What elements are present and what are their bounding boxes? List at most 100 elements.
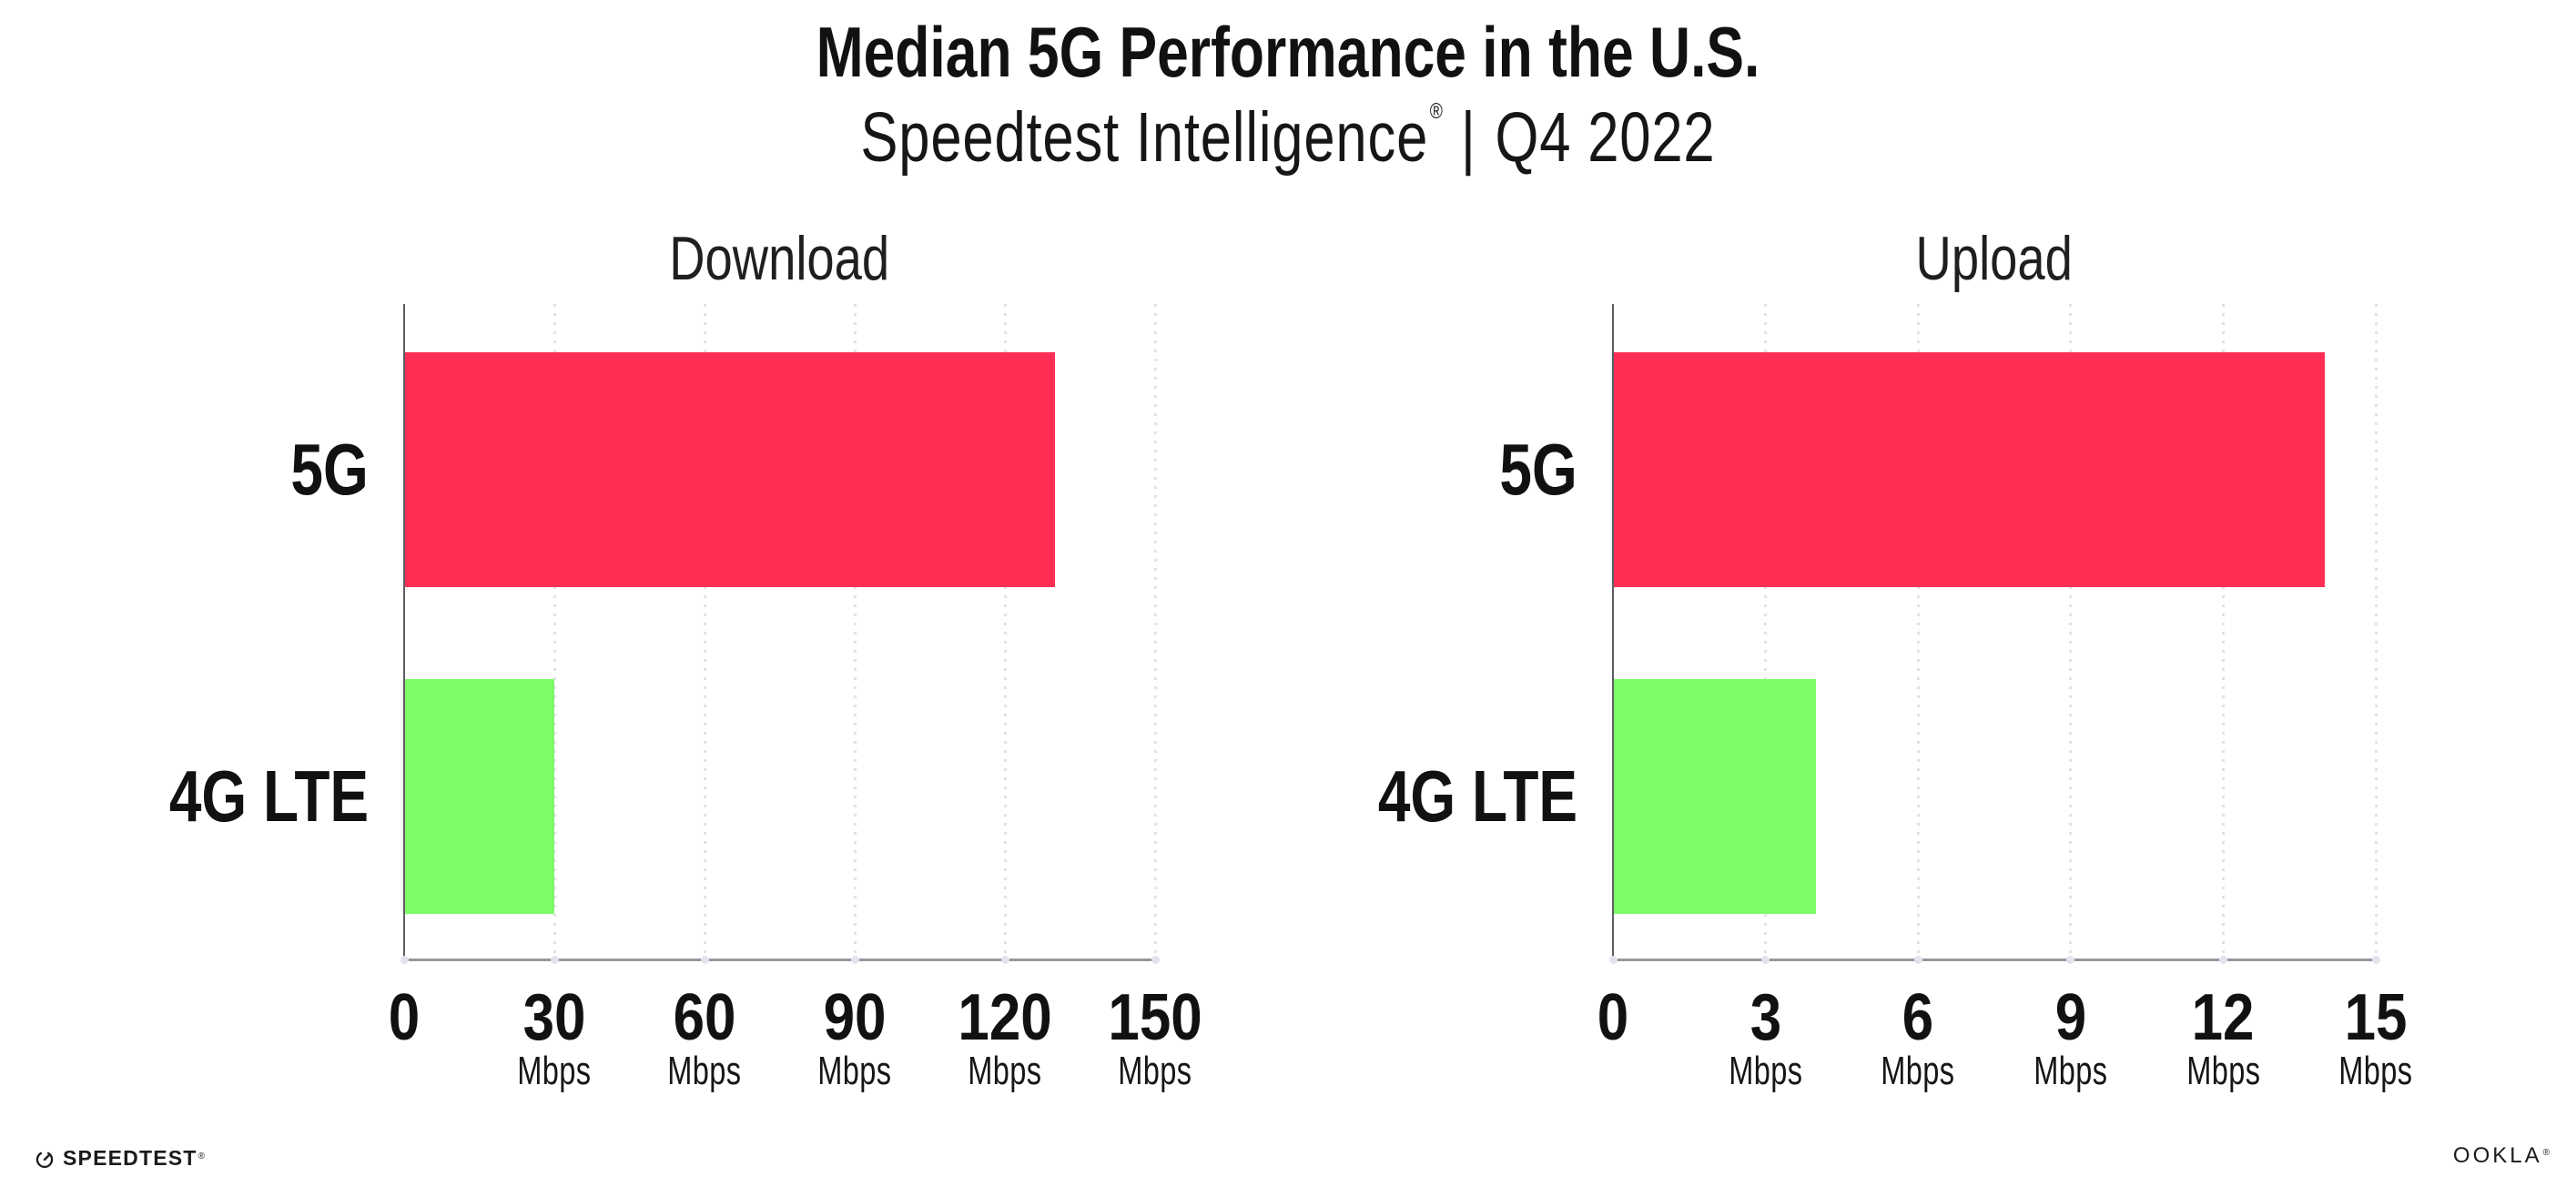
x-axis-line (1612, 959, 2377, 961)
category-label-text: 5G (290, 429, 369, 510)
x-tick-value-text: 60 (673, 981, 736, 1054)
x-gridline (703, 304, 706, 959)
speedtest-label: SPEEDTEST (63, 1146, 198, 1170)
x-tick-value-text: 120 (958, 981, 1052, 1054)
category-label: 5G (0, 433, 369, 506)
x-tick-unit-text: Mbps (968, 1049, 1042, 1093)
tick-dot (1913, 956, 1922, 964)
x-tick-unit-text: Mbps (2186, 1049, 2260, 1093)
x-tick-value: 3 (1675, 985, 1857, 1050)
speedtest-gauge-icon (35, 1151, 54, 1169)
ookla-logo: OOKLA® (2453, 1145, 2550, 1167)
category-label: 4G LTE (0, 760, 369, 833)
bar-5g (1613, 352, 2326, 587)
x-tick-value: 120 (914, 985, 1096, 1050)
tick-dot (400, 956, 409, 964)
x-tick-unit: Mbps (914, 1051, 1096, 1091)
x-tick-value-text: 0 (1597, 981, 1629, 1054)
x-tick-value-text: 9 (2054, 981, 2087, 1054)
x-gridline (2221, 304, 2225, 959)
category-label-text: 4G LTE (1377, 756, 1577, 837)
tick-dot (1761, 956, 1770, 964)
x-tick-value-text: 15 (2344, 981, 2408, 1054)
x-tick-label: 3 Mbps (1675, 985, 1857, 1091)
x-tick-value: 30 (463, 985, 645, 1050)
x-tick-value-text: 150 (1108, 981, 1202, 1054)
x-tick-unit: Mbps (2285, 1051, 2467, 1091)
x-tick-unit: Mbps (463, 1051, 645, 1091)
x-tick-value-text: 3 (1749, 981, 1781, 1054)
x-tick-label: 12 Mbps (2132, 985, 2314, 1091)
x-tick-unit: Mbps (1980, 1051, 2162, 1091)
x-tick-label: 6 Mbps (1827, 985, 2009, 1091)
x-tick-unit-text: Mbps (517, 1049, 592, 1093)
x-axis-line (403, 959, 1156, 961)
x-tick-value-text: 30 (522, 981, 586, 1054)
category-label-text: 5G (1499, 429, 1577, 510)
ookla-trademark-icon: ® (2542, 1148, 2550, 1158)
x-tick-unit-text: Mbps (817, 1049, 892, 1093)
x-gridline (1153, 304, 1157, 959)
x-tick-unit-text: Mbps (1881, 1049, 1955, 1093)
page-subtitle-text: Speedtest Intelligence® | Q4 2022 (860, 101, 1715, 173)
x-tick-value: 15 (2285, 985, 2467, 1050)
x-tick-unit: Mbps (1827, 1051, 2009, 1091)
x-tick-label: 9 Mbps (1980, 985, 2162, 1091)
x-tick-label: 150 Mbps (1064, 985, 1246, 1091)
speedtest-logo: SPEEDTEST® (35, 1148, 205, 1169)
bar-4g-lte (1613, 679, 1817, 914)
tick-dot (2066, 956, 2075, 964)
x-gridline (2069, 304, 2073, 959)
x-tick-value: 12 (2132, 985, 2314, 1050)
chart-title-text: Download (669, 224, 890, 293)
category-label-text: 4G LTE (168, 756, 369, 837)
x-tick-unit-text: Mbps (1729, 1049, 1803, 1093)
page-title-text: Median 5G Performance in the U.S. (816, 12, 1760, 92)
tick-dot (1151, 956, 1160, 964)
page-title: Median 5G Performance in the U.S. (0, 16, 2576, 87)
bar-4g-lte (404, 679, 554, 914)
x-tick-label: 90 Mbps (764, 985, 946, 1091)
x-gridline (2374, 304, 2378, 959)
subtitle-brand: Speedtest Intelligence (860, 98, 1429, 177)
x-tick-unit-text: Mbps (2033, 1049, 2108, 1093)
bar-5g (404, 352, 1055, 587)
x-tick-unit-text: Mbps (667, 1049, 742, 1093)
x-tick-value: 90 (764, 985, 946, 1050)
y-axis-line (403, 304, 405, 961)
x-tick-unit: Mbps (2132, 1051, 2314, 1091)
chart-title: Upload (1585, 228, 2404, 289)
x-tick-unit: Mbps (1675, 1051, 1857, 1091)
subtitle-period: Q4 2022 (1495, 98, 1716, 177)
chart-title-text: Upload (1915, 224, 2074, 293)
x-gridline (553, 304, 556, 959)
chart-title: Download (370, 228, 1190, 289)
x-tick-value: 9 (1980, 985, 2162, 1050)
tick-dot (700, 956, 709, 964)
x-tick-value-text: 12 (2191, 981, 2255, 1054)
x-tick-label: 15 Mbps (2285, 985, 2467, 1091)
tick-dot (2218, 956, 2227, 964)
tick-dot (850, 956, 859, 964)
subtitle-separator: | (1460, 98, 1476, 177)
x-tick-unit: Mbps (764, 1051, 946, 1091)
x-tick-label: 0 (1522, 985, 1704, 1050)
x-tick-label: 0 (313, 985, 495, 1050)
x-tick-unit-text: Mbps (1118, 1049, 1192, 1093)
x-tick-label: 120 Mbps (914, 985, 1096, 1091)
x-tick-label: 60 Mbps (614, 985, 796, 1091)
speedtest-trademark-icon: ® (198, 1151, 207, 1161)
tick-dot (550, 956, 559, 964)
tick-dot (1608, 956, 1618, 964)
y-axis-line (1612, 304, 1614, 961)
x-tick-value: 6 (1827, 985, 2009, 1050)
x-tick-value: 150 (1064, 985, 1246, 1050)
x-gridline (1764, 304, 1768, 959)
x-tick-unit: Mbps (614, 1051, 796, 1091)
x-tick-value-text: 6 (1902, 981, 1934, 1054)
x-tick-value: 0 (1522, 985, 1704, 1050)
category-label: 4G LTE (1031, 760, 1577, 833)
x-tick-unit: Mbps (1064, 1051, 1246, 1091)
x-tick-value-text: 90 (823, 981, 887, 1054)
